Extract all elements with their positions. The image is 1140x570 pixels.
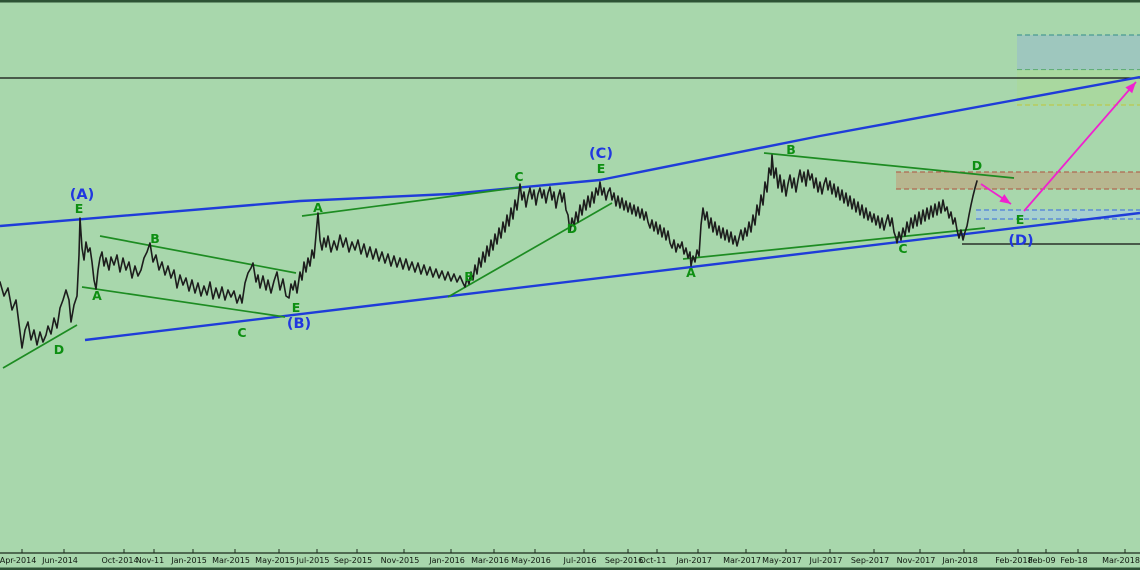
x-axis-label-22: Jan-2018 bbox=[941, 556, 978, 565]
trend-line-wedge1-upper bbox=[99, 235, 297, 274]
x-axis-label-21: Nov-2017 bbox=[897, 556, 936, 565]
trend-line-d-left bbox=[2, 324, 78, 369]
x-axis-label-12: May-2016 bbox=[511, 556, 551, 565]
wave-label-pDp-3: (D) bbox=[1008, 233, 1033, 249]
x-axis-label-10: Jan-2016 bbox=[428, 556, 465, 565]
trend-line-waveD-upper bbox=[763, 152, 1015, 179]
support-zone-blue bbox=[976, 210, 1140, 219]
x-axis-label-6: May-2015 bbox=[255, 556, 295, 565]
wave-label-E-19: E bbox=[1016, 212, 1025, 227]
wave-label-C-12: C bbox=[514, 169, 523, 184]
x-axis-label-1: Jun-2014 bbox=[41, 556, 78, 565]
wave-label-pCp-2: (C) bbox=[589, 146, 613, 162]
x-axis-label-24: Feb-09 bbox=[1028, 556, 1055, 565]
projection-arrow-up bbox=[1023, 81, 1137, 212]
wave-label-pAp-0: (A) bbox=[70, 187, 94, 203]
wave-label-B-11: B bbox=[464, 269, 474, 284]
x-axis-label-25: Feb-18 bbox=[1060, 556, 1087, 565]
x-axis-label-23: Feb-2018 bbox=[995, 556, 1032, 565]
upper-channel-line bbox=[0, 75, 1140, 228]
x-axis-label-17: Mar-2017 bbox=[723, 556, 761, 565]
x-axis-label-8: Sep-2015 bbox=[334, 556, 372, 565]
x-axis-label-4: Jan-2015 bbox=[170, 556, 207, 565]
wave-label-E-14: E bbox=[597, 161, 606, 176]
projection-arrow-up-head bbox=[1125, 82, 1136, 94]
wave-label-A-5: A bbox=[92, 288, 102, 303]
wave-label-E-4: E bbox=[75, 201, 84, 216]
x-axis-label-18: May-2017 bbox=[762, 556, 802, 565]
wave-label-A-15: A bbox=[686, 265, 696, 280]
wave-label-C-17: C bbox=[898, 241, 907, 256]
x-axis-label-5: Mar-2015 bbox=[212, 556, 250, 565]
wave-label-D-13: D bbox=[567, 221, 577, 236]
wave-label-B-6: B bbox=[150, 231, 160, 246]
x-axis-label-15: Oct-11 bbox=[640, 556, 667, 565]
x-axis-label-2: Oct-2014 bbox=[101, 556, 138, 565]
wave-label-D-18: D bbox=[972, 158, 982, 173]
price-line bbox=[0, 154, 978, 349]
x-axis-label-20: Sep-2017 bbox=[851, 556, 889, 565]
x-axis-label-13: Jul-2016 bbox=[563, 556, 597, 565]
top-border bbox=[0, 0, 1140, 3]
wave-label-D-7: D bbox=[54, 342, 64, 357]
trend-line-waveD-lower bbox=[682, 227, 986, 260]
wave-label-pBp-1: (B) bbox=[287, 316, 311, 332]
wave-label-E-9: E bbox=[292, 300, 301, 315]
trend-line-wedge1-lower bbox=[81, 286, 286, 318]
x-axis-label-3: Nov-11 bbox=[136, 556, 164, 565]
wave-label-C-8: C bbox=[237, 325, 246, 340]
trend-line-waveC-upper bbox=[301, 186, 523, 217]
x-axis-label-26: Mar-2018 bbox=[1102, 556, 1140, 565]
resistance-zone-red bbox=[896, 172, 1140, 189]
x-axis-label-14: Sep-2016 bbox=[605, 556, 643, 565]
x-axis-label-19: Jul-2017 bbox=[809, 556, 843, 565]
x-axis-label-9: Nov-2015 bbox=[381, 556, 420, 565]
wave-label-B-16: B bbox=[786, 142, 796, 157]
x-axis-label-0: Apr-2014 bbox=[0, 556, 36, 565]
x-axis-label-11: Mar-2016 bbox=[471, 556, 509, 565]
trend-line-waveC-lower bbox=[447, 202, 613, 298]
wave-label-A-10: A bbox=[313, 200, 323, 215]
x-axis-label-16: Jan-2017 bbox=[675, 556, 712, 565]
projection-arrow-down-head bbox=[999, 194, 1011, 204]
target-zone-teal bbox=[1017, 35, 1140, 70]
bottom-border bbox=[0, 567, 1140, 570]
x-axis-label-7: Jul-2015 bbox=[296, 556, 330, 565]
